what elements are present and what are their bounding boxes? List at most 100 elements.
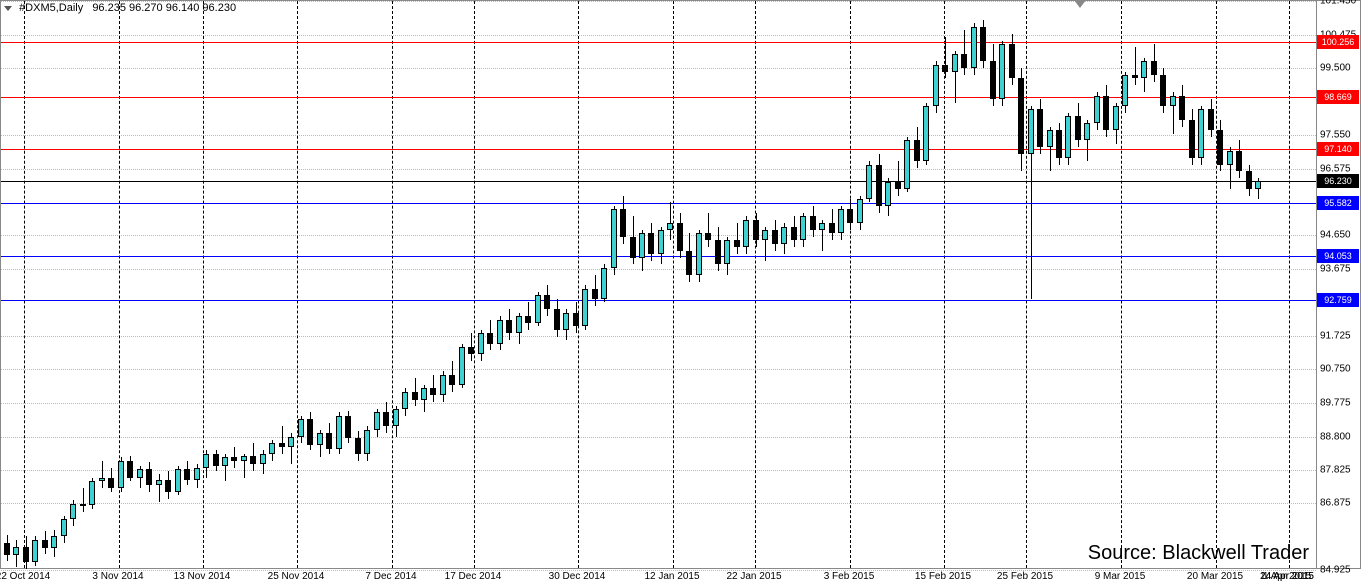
candle-body[interactable]: [573, 313, 579, 327]
candle-body[interactable]: [336, 416, 342, 449]
candle-body[interactable]: [317, 433, 323, 445]
candle-body[interactable]: [772, 230, 778, 244]
candle-body[interactable]: [876, 165, 882, 206]
candle-body[interactable]: [345, 416, 351, 438]
candle-body[interactable]: [753, 220, 759, 241]
candle-body[interactable]: [781, 227, 787, 244]
candle-body[interactable]: [620, 209, 626, 237]
candle-body[interactable]: [895, 182, 901, 189]
candle-body[interactable]: [999, 44, 1005, 99]
candle-body[interactable]: [250, 456, 256, 465]
candle-body[interactable]: [1113, 106, 1119, 130]
candle-body[interactable]: [535, 295, 541, 323]
candle-body[interactable]: [449, 375, 455, 385]
candle-body[interactable]: [1208, 109, 1214, 130]
candle-body[interactable]: [80, 504, 86, 506]
candle-body[interactable]: [393, 409, 399, 426]
candle-body[interactable]: [478, 333, 484, 354]
candle-body[interactable]: [1084, 123, 1090, 140]
candle-body[interactable]: [677, 223, 683, 251]
candle-body[interactable]: [791, 227, 797, 241]
candle-body[interactable]: [89, 481, 95, 505]
candle-body[interactable]: [70, 504, 76, 519]
candle-body[interactable]: [800, 216, 806, 240]
candle-body[interactable]: [762, 230, 768, 240]
candle-body[interactable]: [4, 543, 10, 555]
candle-body[interactable]: [914, 140, 920, 161]
candle-body[interactable]: [61, 519, 67, 536]
candle-body[interactable]: [829, 223, 835, 233]
horizontal-line[interactable]: [1, 203, 1316, 204]
candle-body[interactable]: [42, 540, 48, 549]
candle-body[interactable]: [241, 456, 247, 461]
candle-body[interactable]: [127, 461, 133, 478]
candle-body[interactable]: [430, 388, 436, 395]
candle-body[interactable]: [563, 313, 569, 330]
candle-body[interactable]: [971, 27, 977, 68]
candle-body[interactable]: [1065, 116, 1071, 157]
candle-body[interactable]: [459, 347, 465, 385]
candle-body[interactable]: [468, 347, 474, 354]
candle-body[interactable]: [32, 540, 38, 562]
candle-body[interactable]: [1236, 151, 1242, 172]
candle-body[interactable]: [307, 419, 313, 445]
candle-body[interactable]: [1198, 109, 1204, 157]
candle-body[interactable]: [23, 547, 29, 562]
horizontal-line[interactable]: [1, 300, 1316, 301]
candle-body[interactable]: [364, 430, 370, 454]
candle-body[interactable]: [819, 223, 825, 230]
candle-body[interactable]: [810, 216, 816, 230]
candle-body[interactable]: [1246, 171, 1252, 188]
candle-body[interactable]: [213, 454, 219, 466]
candle-body[interactable]: [1170, 96, 1176, 106]
candle-body[interactable]: [904, 140, 910, 188]
candle-body[interactable]: [1141, 61, 1147, 78]
candle-body[interactable]: [838, 209, 844, 233]
candle-body[interactable]: [1028, 109, 1034, 154]
candle-body[interactable]: [1103, 96, 1109, 130]
candle-body[interactable]: [165, 480, 171, 492]
candle-body[interactable]: [175, 469, 181, 491]
candle-body[interactable]: [1189, 120, 1195, 158]
candle-body[interactable]: [686, 251, 692, 275]
candle-body[interactable]: [279, 443, 285, 446]
candle-body[interactable]: [1009, 44, 1015, 78]
candle-body[interactable]: [402, 392, 408, 409]
candle-body[interactable]: [260, 454, 266, 464]
candle-body[interactable]: [648, 233, 654, 254]
candle-body[interactable]: [288, 437, 294, 447]
candle-body[interactable]: [847, 209, 853, 223]
candle-body[interactable]: [1075, 116, 1081, 140]
candle-body[interactable]: [1160, 75, 1166, 106]
candle-body[interactable]: [724, 240, 730, 264]
candle-body[interactable]: [1018, 78, 1024, 154]
candle-body[interactable]: [705, 233, 711, 240]
horizontal-line[interactable]: [1, 42, 1316, 43]
candle-body[interactable]: [952, 54, 958, 71]
horizontal-line[interactable]: [1, 149, 1316, 150]
candle-body[interactable]: [554, 309, 560, 330]
candle-body[interactable]: [667, 223, 673, 230]
candle-body[interactable]: [231, 457, 237, 460]
candle-body[interactable]: [298, 419, 304, 436]
candle-body[interactable]: [592, 289, 598, 299]
candle-body[interactable]: [1217, 130, 1223, 164]
candle-body[interactable]: [1132, 75, 1138, 78]
candle-body[interactable]: [658, 230, 664, 254]
candle-body[interactable]: [383, 412, 389, 426]
candle-body[interactable]: [269, 443, 275, 453]
chart-plot-area[interactable]: [0, 0, 1317, 569]
candle-body[interactable]: [1227, 151, 1233, 165]
candle-body[interactable]: [194, 468, 200, 480]
candle-body[interactable]: [1151, 61, 1157, 75]
candle-body[interactable]: [421, 388, 427, 400]
candle-body[interactable]: [13, 547, 19, 556]
candle-body[interactable]: [630, 237, 636, 258]
candle-body[interactable]: [99, 478, 105, 481]
candle-body[interactable]: [525, 316, 531, 323]
candle-body[interactable]: [544, 295, 550, 309]
candle-body[interactable]: [51, 536, 57, 548]
candle-body[interactable]: [146, 469, 152, 484]
candle-body[interactable]: [1056, 130, 1062, 158]
candle-body[interactable]: [961, 54, 967, 68]
